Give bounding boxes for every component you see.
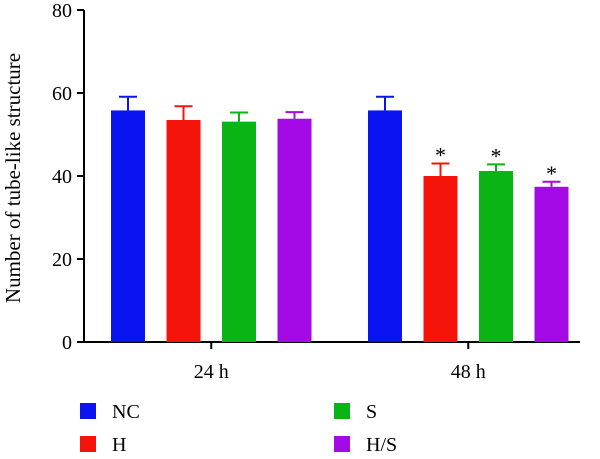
- legend-swatch: [334, 403, 350, 419]
- legend-swatch: [334, 436, 350, 452]
- bar: [534, 186, 569, 342]
- y-axis-label: Number of tube-like structure: [1, 53, 25, 303]
- y-tick-label: 0: [62, 332, 72, 354]
- y-tick-label: 80: [52, 0, 72, 22]
- significance-markers: * * *: [435, 143, 557, 186]
- bars: [111, 110, 569, 343]
- bar: [423, 176, 458, 342]
- x-tick-label: 48 h: [451, 361, 486, 383]
- y-tick-label: 20: [52, 249, 72, 271]
- bar: [166, 119, 201, 342]
- bar: [111, 110, 145, 343]
- y-tick-label: 40: [52, 166, 72, 188]
- bar: [368, 110, 402, 343]
- legend-label: H/S: [366, 434, 397, 456]
- y-tick-label: 60: [52, 83, 72, 105]
- legend-swatch: [80, 403, 96, 419]
- bar: [277, 118, 312, 342]
- x-tick-label: 24 h: [194, 361, 229, 383]
- y-axis: 0 20 40 60 80: [52, 0, 85, 354]
- legend-label: NC: [112, 401, 140, 423]
- bar: [222, 121, 256, 342]
- legend: NC H S H/S: [80, 401, 397, 456]
- significance-star: *: [435, 143, 446, 168]
- legend-label: S: [366, 401, 377, 423]
- bar: [479, 171, 513, 342]
- significance-star: *: [491, 143, 502, 168]
- x-axis: 24 h 48 h: [83, 341, 580, 383]
- error-bars: [119, 95, 561, 187]
- significance-star: *: [546, 161, 557, 186]
- legend-label: H: [112, 434, 126, 456]
- legend-swatch: [80, 436, 96, 452]
